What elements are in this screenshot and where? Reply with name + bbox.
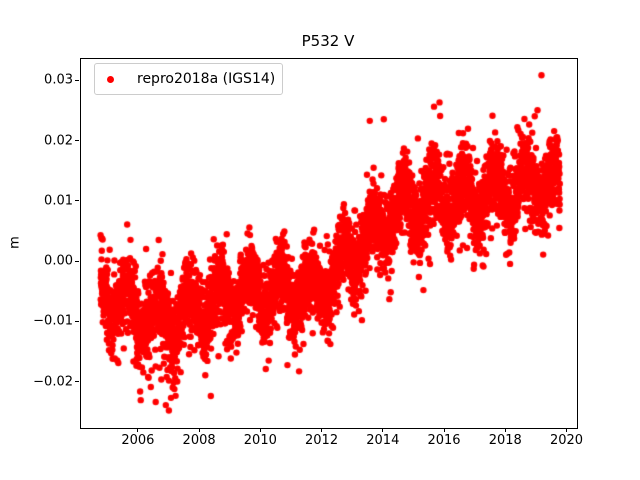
y-tick-label: −0.02 [33, 374, 73, 390]
x-tick-label: 2014 [366, 433, 400, 448]
x-tick-label: 2020 [549, 433, 584, 448]
y-tick-mark [75, 260, 79, 262]
chart-title: P532 V [301, 32, 355, 50]
y-tick-label: 0.01 [44, 193, 73, 209]
legend-label: repro2018a (IGS14) [137, 71, 276, 87]
y-tick-mark [75, 381, 79, 383]
scatter-canvas [81, 59, 577, 428]
x-tick-label: 2006 [121, 433, 155, 448]
legend-marker-icon [107, 75, 114, 83]
x-tick-label: 2016 [427, 433, 461, 448]
x-tick-label: 2018 [488, 433, 522, 448]
y-tick-label: −0.01 [33, 313, 73, 329]
y-axis-label: m [7, 236, 23, 249]
y-tick-label: 0.02 [44, 133, 73, 149]
plot-area: repro2018a (IGS14) [80, 58, 578, 429]
x-tick-label: 2010 [243, 433, 277, 448]
x-tick-label: 2008 [182, 433, 216, 448]
y-tick-mark [75, 140, 79, 142]
x-tick-label: 2012 [305, 433, 339, 448]
y-tick-mark [75, 320, 79, 322]
y-tick-mark [75, 200, 79, 202]
y-tick-mark [75, 79, 79, 81]
legend: repro2018a (IGS14) [94, 63, 283, 95]
y-tick-label: 0.03 [44, 72, 73, 88]
y-tick-label: 0.00 [44, 253, 73, 269]
